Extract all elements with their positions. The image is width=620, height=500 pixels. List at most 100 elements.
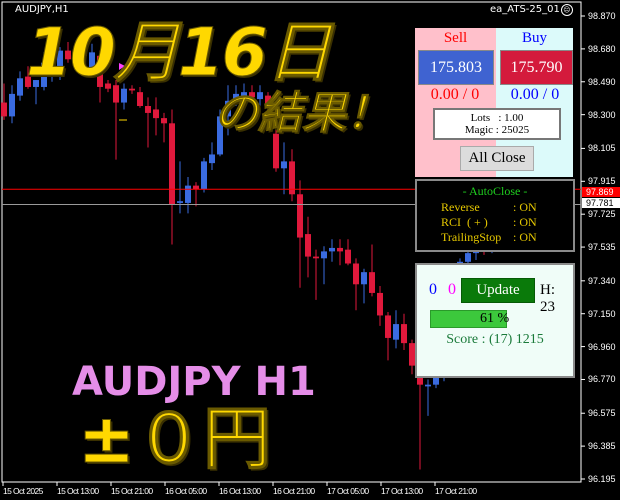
candle-body: [409, 343, 415, 366]
sell-button[interactable]: 175.803: [418, 50, 494, 85]
candle-body: [185, 185, 191, 203]
candle-body: [281, 161, 287, 169]
candle-body: [337, 247, 343, 252]
price-tick-label: 98.300: [588, 109, 616, 120]
price-tick-label: 97.150: [588, 308, 616, 319]
sell-pnl: 0.00 / 0: [430, 86, 480, 103]
candle-body: [297, 194, 303, 238]
candle-body: [193, 185, 199, 190]
candle-body: [41, 62, 47, 87]
time-tick-label: 15 Oct 2025: [3, 486, 43, 496]
candle-body: [49, 69, 55, 72]
pair-label: AUDJPY H1: [72, 359, 316, 405]
time-tick-label: 16 Oct 05:00: [165, 486, 207, 496]
ea-name-label: ea_ATS-25_01 ☹: [490, 4, 573, 16]
candle-body: [257, 92, 263, 100]
headline-suffix: の結果！: [214, 88, 391, 139]
candle-body: [273, 133, 279, 169]
progress-fill: [430, 310, 508, 328]
sad-face-icon[interactable]: ☹: [560, 4, 573, 16]
price-tick-label: 97.340: [588, 275, 616, 286]
bid-price-tag: 97.781: [582, 198, 620, 209]
candle-body: [425, 384, 431, 387]
candle-body: [129, 88, 135, 91]
update-button[interactable]: Update: [461, 278, 535, 303]
lot-magic-info: Lots : 1.00 Magic : 25025: [433, 108, 561, 140]
magic-value: Magic : 25025: [464, 124, 530, 136]
candle-body: [169, 123, 175, 205]
hours-label: H: 23: [540, 282, 555, 315]
progress-text: 61 %: [480, 311, 510, 326]
time-tick-label: 17 Oct 21:00: [435, 486, 477, 496]
candle-body: [145, 106, 151, 113]
ask-price-tag: 97.869: [582, 187, 620, 198]
ea-name: ea_ATS-25_01: [490, 4, 560, 15]
candle-body: [217, 116, 223, 155]
price-tick-label: 96.195: [588, 474, 616, 484]
candle-body: [89, 52, 95, 72]
candle-body: [25, 76, 31, 87]
price-tick-label: 97.535: [588, 242, 616, 253]
trade-panel: Sell Buy 175.803 175.790 0.00 / 0 0.00 /…: [415, 28, 573, 177]
candle-body: [313, 256, 319, 259]
time-tick-label: 16 Oct 13:00: [219, 486, 261, 496]
price-tick-label: 96.960: [588, 341, 616, 352]
candle-body: [137, 92, 143, 107]
buy-label: Buy: [521, 30, 547, 46]
buy-button[interactable]: 175.790: [500, 50, 573, 85]
candle-body: [305, 234, 311, 257]
candle-body: [81, 48, 87, 56]
trade-arrow-marker: [119, 63, 125, 70]
all-close-button[interactable]: All Close: [460, 146, 534, 171]
autoclose-reverse-label: Reverse: [441, 200, 480, 214]
candle-body: [345, 249, 351, 264]
candle-body: [265, 95, 271, 107]
candle-body: [361, 272, 367, 285]
candle-body: [153, 109, 159, 119]
candle-body: [1, 102, 7, 117]
candle-body: [369, 272, 375, 293]
score-label: Score : (17) 1215: [446, 332, 544, 347]
blue-count: 0: [429, 281, 437, 298]
candle-body: [401, 324, 407, 344]
chart-frame: [1, 1, 582, 483]
candle-body: [329, 247, 335, 252]
candle-body: [209, 154, 215, 164]
candle-body: [113, 85, 119, 103]
candle-body: [121, 88, 127, 103]
candle-body: [33, 80, 39, 87]
candle-body: [97, 55, 103, 87]
time-tick-label: 16 Oct 21:00: [273, 486, 315, 496]
candle-body: [321, 251, 327, 259]
price-tick-label: 96.385: [588, 441, 616, 452]
candle-body: [393, 324, 399, 340]
time-tick-label: 17 Oct 13:00: [381, 486, 423, 496]
autoclose-rci-value[interactable]: : ON: [513, 215, 537, 229]
chart-symbol-title: AUDJPY,H1: [15, 4, 69, 15]
autoclose-rci-label: RCI ( + ): [441, 215, 488, 229]
candle-body: [9, 93, 15, 117]
price-tick-label: 98.490: [588, 76, 616, 87]
result-amount: ±０円: [78, 400, 272, 479]
candle-body: [241, 92, 247, 100]
candle-body: [201, 161, 207, 190]
price-axis: [581, 15, 585, 480]
price-tick-label: 97.915: [588, 176, 616, 187]
price-tick-label: 96.770: [588, 374, 616, 385]
candle-body: [289, 161, 295, 195]
stats-panel: 0 0 Update H: 23 61 % Score : (17) 1215: [415, 263, 575, 378]
lots-value: Lots : 1.00: [470, 112, 524, 124]
time-axis: [2, 482, 436, 486]
candle-body: [233, 93, 239, 101]
autoclose-panel: - AutoClose - Reverse : ON RCI ( + ) : O…: [415, 179, 575, 252]
autoclose-trailingstop-value[interactable]: : ON: [513, 230, 537, 244]
magenta-count: 0: [448, 281, 456, 298]
candle-body: [57, 50, 63, 74]
candle-body: [385, 315, 391, 338]
autoclose-title: - AutoClose -: [462, 184, 528, 198]
price-tick-label: 98.870: [588, 11, 616, 21]
autoclose-trailingstop-label: TrailingStop: [441, 230, 502, 244]
autoclose-reverse-value[interactable]: : ON: [513, 200, 537, 214]
buy-pnl: 0.00 / 0: [510, 86, 560, 103]
candle-body: [161, 118, 167, 124]
